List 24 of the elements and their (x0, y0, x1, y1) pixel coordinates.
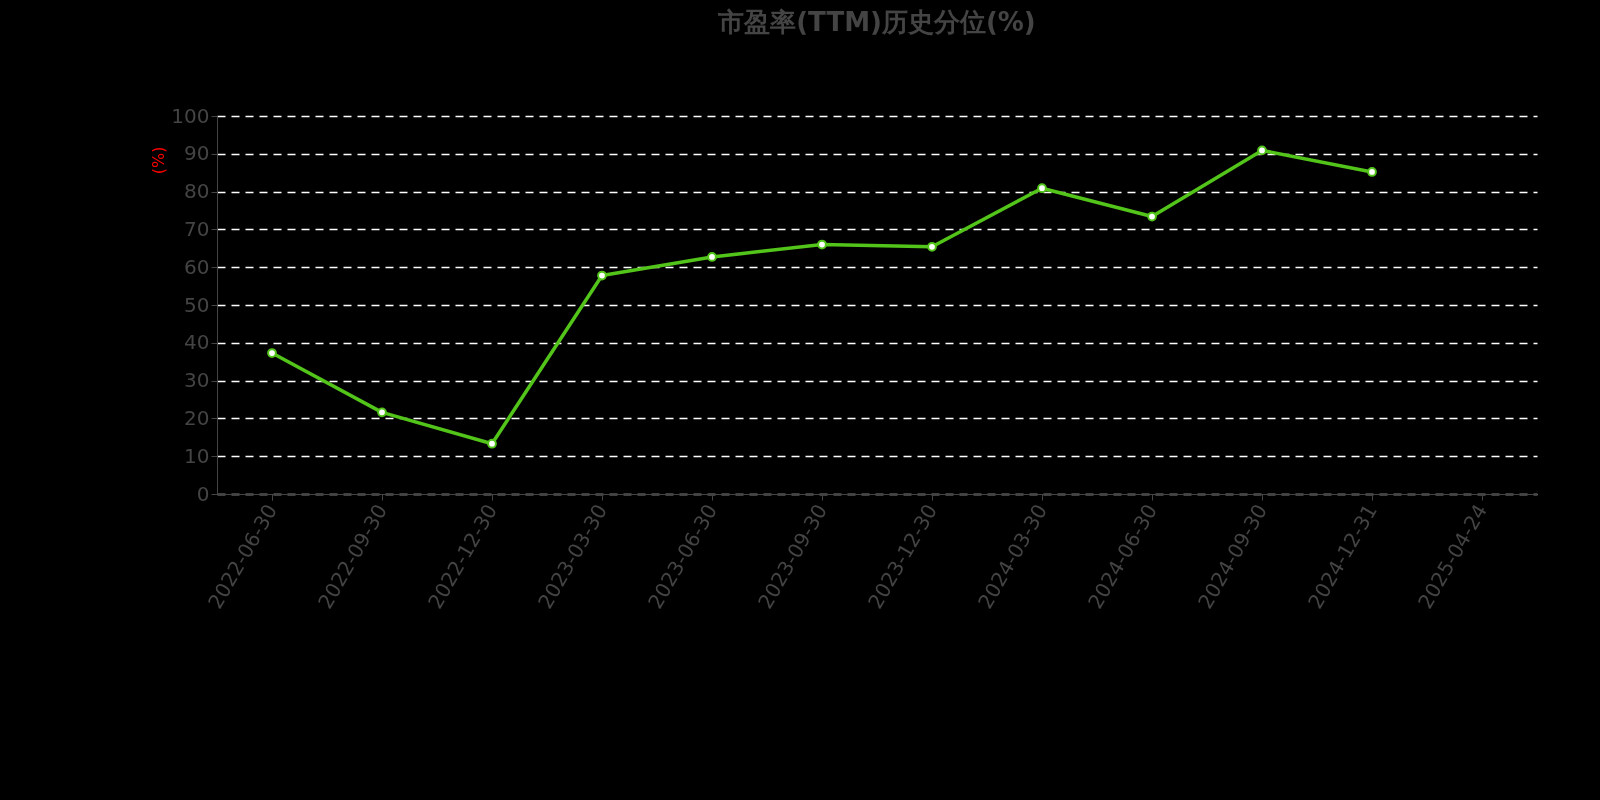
y-tick-label: 90 (184, 141, 210, 166)
y-tick-label: 70 (184, 216, 210, 241)
point (1147, 211, 1157, 222)
y-tick-label: 50 (184, 292, 210, 317)
point (707, 252, 717, 262)
y-tick-label: 60 (184, 254, 210, 279)
chart-title: 市盈率(TTM)历史分位(%) (717, 7, 1036, 37)
y-tick-label: 20 (184, 405, 210, 430)
y-tick-label: 80 (184, 179, 210, 204)
point (1257, 145, 1267, 156)
point (597, 270, 607, 281)
point (377, 407, 387, 418)
y-tick-label: 40 (184, 330, 210, 355)
y-axis-title: (%) (149, 146, 169, 175)
point (817, 239, 827, 250)
point (1367, 167, 1377, 177)
y-tick-label: 10 (184, 443, 210, 468)
point (1037, 183, 1047, 194)
y-tick-label: 0 (196, 481, 210, 506)
point (487, 438, 497, 449)
point (927, 241, 937, 252)
y-tick-label: 100 (171, 103, 210, 128)
point (267, 348, 277, 358)
y-tick-label: 30 (184, 368, 210, 393)
